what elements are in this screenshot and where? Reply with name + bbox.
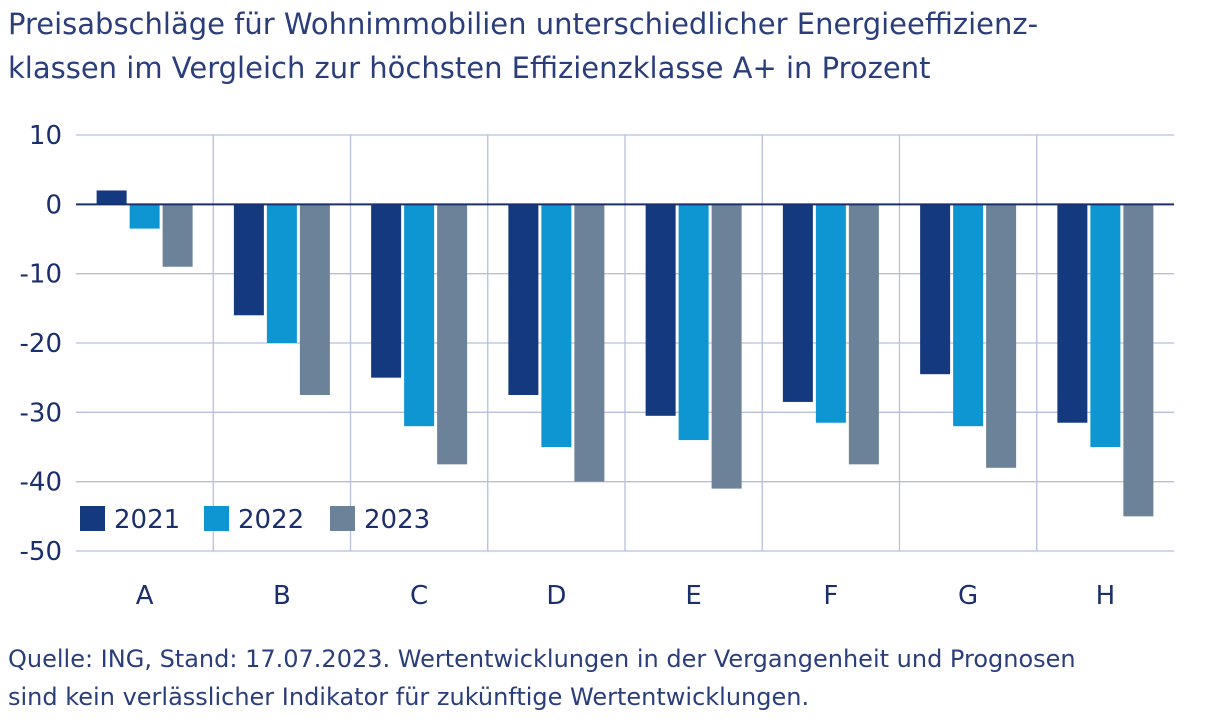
bar-G-2021	[920, 204, 951, 375]
legend-swatch-2022	[204, 506, 229, 531]
legend-label-2023: 2023	[364, 505, 430, 535]
source-note: Quelle: ING, Stand: 17.07.2023. Wertentw…	[8, 640, 1228, 716]
bar-C-2021	[371, 204, 402, 378]
bar-H-2021	[1057, 204, 1088, 423]
bar-C-2023	[437, 204, 468, 465]
bar-A-2021	[96, 190, 127, 205]
bar-F-2021	[782, 204, 813, 402]
bar-E-2022	[678, 204, 709, 441]
x-tick-label: B	[273, 581, 291, 611]
chart-title-line-2: klassen im Vergleich zur höchsten Effizi…	[8, 51, 931, 85]
bar-H-2023	[1123, 204, 1154, 517]
bar-B-2022	[266, 204, 297, 343]
x-tick-label: H	[1096, 581, 1116, 611]
legend-label-2021: 2021	[114, 505, 180, 535]
bar-F-2022	[815, 204, 846, 423]
x-tick-label: F	[823, 581, 838, 611]
chart-title-line-1: Preisabschläge für Wohnimmobilien unters…	[8, 7, 1039, 41]
bar-B-2023	[299, 204, 330, 395]
bar-B-2021	[233, 204, 264, 316]
bar-D-2023	[574, 204, 605, 482]
bar-E-2023	[711, 204, 742, 489]
bar-H-2022	[1090, 204, 1121, 447]
chart-title: Preisabschläge für Wohnimmobilien unters…	[8, 2, 1218, 90]
legend-swatch-2021	[80, 506, 105, 531]
bar-A-2022	[129, 204, 160, 229]
y-tick-label: -40	[20, 468, 62, 498]
bar-E-2021	[645, 204, 676, 416]
legend-label-2022: 2022	[238, 505, 304, 535]
bar-G-2022	[953, 204, 984, 427]
bar-D-2022	[541, 204, 572, 447]
y-tick-label: 10	[29, 121, 62, 151]
bar-G-2023	[986, 204, 1017, 468]
x-tick-label: D	[546, 581, 566, 611]
y-tick-label: -10	[20, 260, 62, 290]
y-tick-label: -20	[20, 329, 62, 359]
y-tick-label: -50	[20, 537, 62, 567]
x-tick-label: C	[410, 581, 428, 611]
bar-D-2021	[508, 204, 539, 395]
bar-F-2023	[848, 204, 879, 465]
y-tick-label: 0	[45, 190, 62, 220]
legend-swatch-2023	[330, 506, 355, 531]
bar-C-2022	[404, 204, 435, 427]
bar-A-2023	[162, 204, 193, 267]
x-tick-label: A	[136, 581, 154, 611]
x-tick-label: G	[958, 581, 978, 611]
y-tick-label: -30	[20, 398, 62, 428]
source-line-1: Quelle: ING, Stand: 17.07.2023. Wertentw…	[8, 645, 1076, 673]
source-line-2: sind kein verlässlicher Indikator für zu…	[8, 683, 810, 711]
x-tick-label: E	[685, 581, 701, 611]
